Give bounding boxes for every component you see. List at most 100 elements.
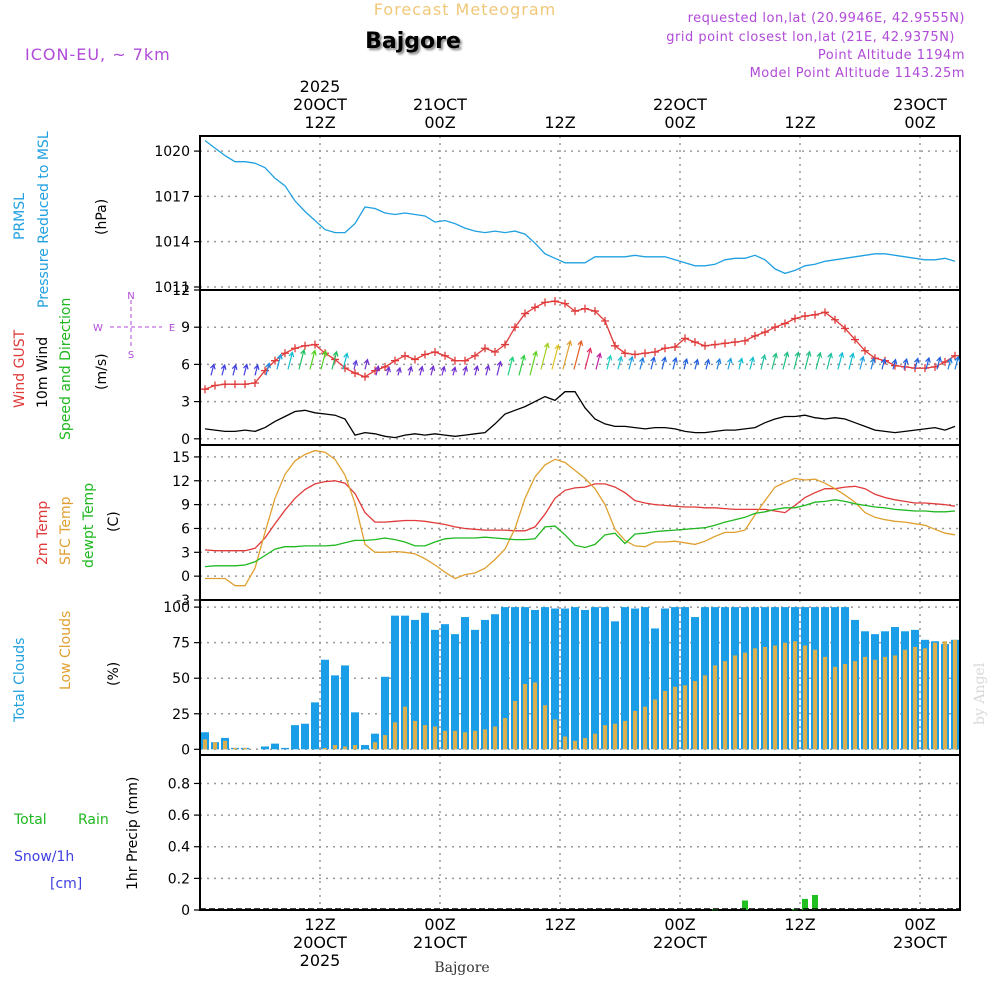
wind-direction-arrow <box>363 358 370 370</box>
wind-gust-marker <box>831 315 839 324</box>
wind-gust-marker <box>391 356 399 365</box>
wind-direction-arrow <box>628 355 635 370</box>
wind-direction-arrow <box>826 352 833 370</box>
wind-direction-arrow <box>298 348 306 370</box>
total-cloud-bar <box>541 607 549 750</box>
compass-rose: N S W E <box>93 291 175 361</box>
speed-direction-label: Speed and Direction <box>58 298 74 440</box>
clouds-ytick-label: 50 <box>172 671 190 687</box>
wind-gust-marker <box>731 338 739 347</box>
wind-gust-marker <box>861 346 869 355</box>
temperature-series-1 <box>205 449 956 587</box>
low-cloud-bar <box>563 736 567 750</box>
sfc-temp-label: SFC Temp <box>58 496 74 565</box>
low-cloud-bar <box>463 732 467 750</box>
precip-frame <box>199 754 961 911</box>
bottom-axis-label: 00Z <box>664 915 695 934</box>
wind-direction-arrow <box>639 356 645 370</box>
wind-direction-arrow <box>595 352 602 370</box>
wind-direction-arrow <box>704 358 711 370</box>
wind-direction-arrow <box>815 351 823 370</box>
wind-gust-marker <box>441 351 449 360</box>
wind-direction-arrow <box>551 343 561 370</box>
temperature-ytick-label: -3 <box>176 593 190 609</box>
wind-direction-arrow <box>209 363 216 376</box>
wind-gust-marker <box>411 355 419 364</box>
temperature-ytick-label: 12 <box>172 474 190 490</box>
wind-gust-marker <box>601 317 609 325</box>
watermark: by Angel <box>972 662 988 725</box>
total-cloud-bar <box>631 608 639 750</box>
low-cloud-bar <box>453 730 457 750</box>
total-cloud-bar <box>321 659 329 750</box>
pressure-ytick-label: 1017 <box>154 189 190 205</box>
low-cloud-bar <box>423 725 427 750</box>
total-cloud-bar <box>581 609 589 750</box>
top-axis-label: 12Z <box>784 113 815 132</box>
low-cloud-bar <box>213 742 217 750</box>
snow-label: Snow/1h <box>14 849 74 865</box>
bottom-axis-label: 23OCT <box>893 933 947 952</box>
clouds-ytick-label: 75 <box>172 636 190 652</box>
precip-ytick-label: 0.6 <box>168 808 190 824</box>
wind-gust-marker <box>921 364 929 373</box>
wind-gust-marker <box>451 356 459 365</box>
low-cloud-bar <box>913 646 917 750</box>
wind-gust-marker <box>781 319 789 328</box>
wind-gust-marker <box>581 304 589 313</box>
wind-gust-marker <box>271 356 279 365</box>
total-cloud-bar <box>501 607 509 750</box>
precip-bar <box>742 900 748 910</box>
bottom-axis-label: 00Z <box>904 915 935 934</box>
total-cloud-bar <box>661 608 669 750</box>
low-cloud-bar <box>503 718 507 750</box>
wind-ytick-label: 9 <box>181 320 190 336</box>
wind-direction-arrow <box>880 357 887 370</box>
low-cloud-bar <box>323 747 327 750</box>
wind-gust-marker <box>211 381 219 390</box>
wind-gust-marker <box>651 348 659 356</box>
total-cloud-bar <box>671 607 679 750</box>
meteogram-title: Forecast Meteogram <box>374 0 556 19</box>
total-cloud-bar <box>591 607 599 750</box>
wind-gust-marker <box>241 380 249 389</box>
wind-direction-arrow <box>726 357 733 370</box>
low-cloud-bar <box>483 729 487 750</box>
wind-direction-arrow <box>287 351 295 370</box>
cloud-side-labels: Total Clouds Low Clouds (%) <box>12 611 122 723</box>
low-cloud-bar <box>773 645 777 750</box>
pressure-ytick-label: 1011 <box>154 280 190 296</box>
wind-side-labels: Wind GUST 10m Wind Speed and Direction (… <box>12 291 175 440</box>
low-cloud-bar <box>203 739 207 750</box>
wind-gust-marker <box>701 341 709 350</box>
low-cloud-bar <box>583 737 587 750</box>
wind-gust-marker <box>591 307 599 316</box>
wind-gust-marker <box>421 350 429 359</box>
ms-unit-label: (m/s) <box>94 353 110 390</box>
wind-direction-arrow <box>331 350 339 370</box>
wind-gust-label: Wind GUST <box>12 329 28 408</box>
wind-gust-marker <box>951 351 959 360</box>
bottom-axis-label: 2025 <box>300 951 341 970</box>
low-cloud-bar <box>793 641 797 750</box>
total-cloud-bar <box>401 615 409 750</box>
wind-direction-arrow <box>573 339 584 370</box>
total-cloud-bar <box>281 747 289 750</box>
bottom-axis-label: 00Z <box>424 915 455 934</box>
low-cloud-bar <box>613 723 617 750</box>
total-cloud-bar <box>311 702 319 750</box>
wind-direction-arrow <box>231 363 238 376</box>
low-cloud-bar <box>553 719 557 750</box>
bottom-axis-label: 20OCT <box>293 933 347 952</box>
clouds-ytick-label: 0 <box>181 742 190 758</box>
low-cloud-bar <box>723 661 727 750</box>
wind-direction-arrow <box>462 365 469 376</box>
low-cloud-bar <box>623 720 627 750</box>
top-axis-label: 00Z <box>904 113 935 132</box>
total-cloud-bar <box>681 607 689 750</box>
low-cloud-bar <box>783 642 787 750</box>
total-cloud-bar <box>651 628 659 750</box>
wind-gust-marker <box>511 323 519 332</box>
pressure-frame <box>199 135 961 291</box>
